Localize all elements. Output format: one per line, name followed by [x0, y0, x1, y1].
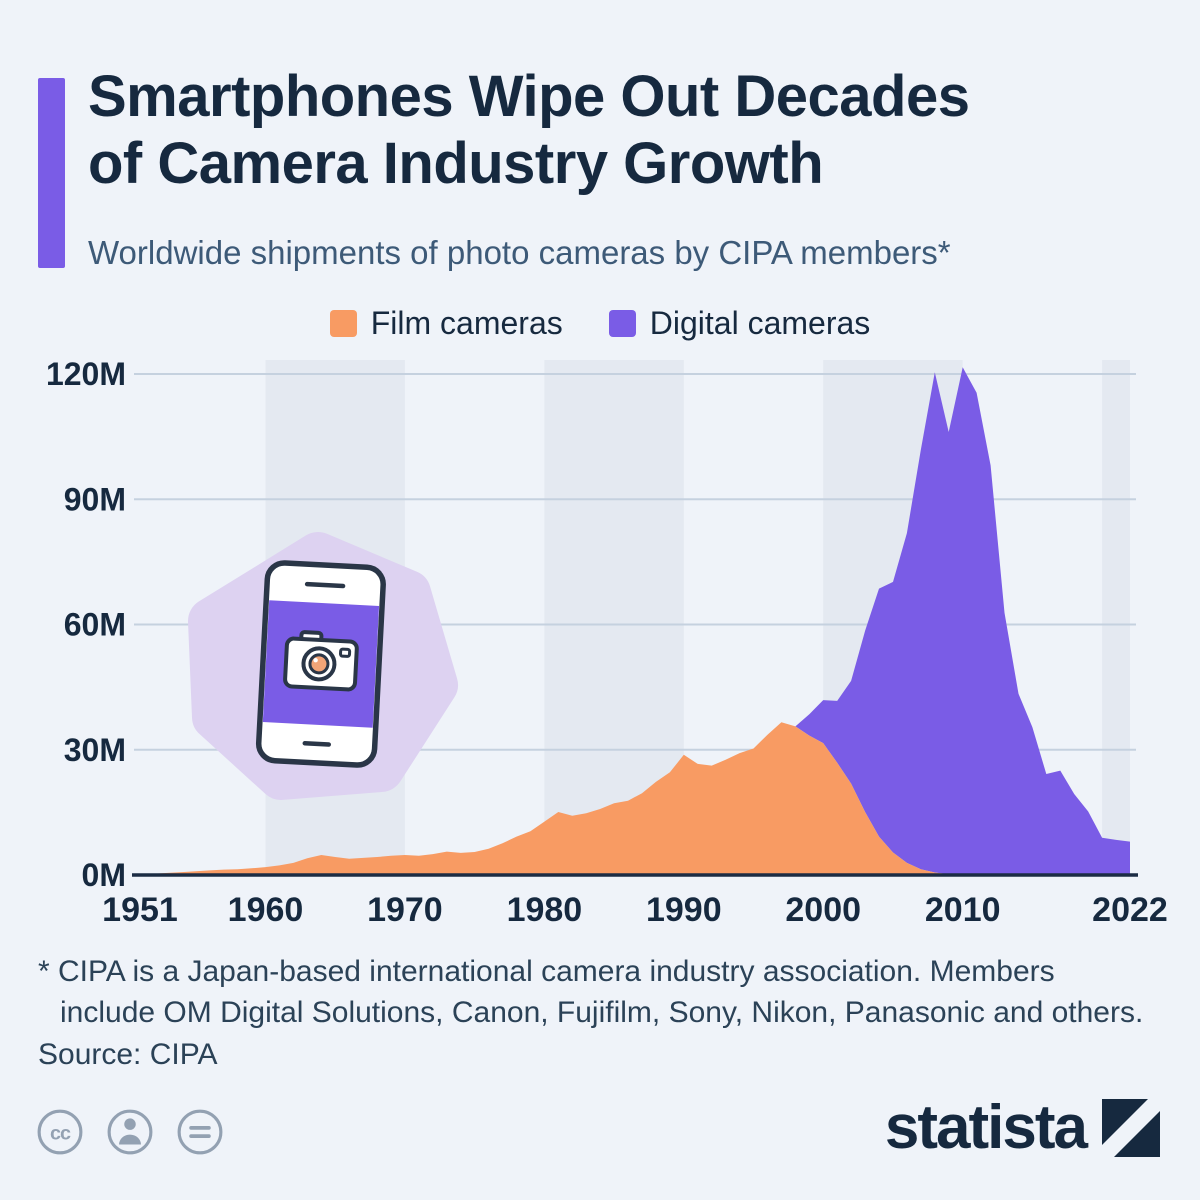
source-note: Source: CIPA — [38, 1038, 218, 1071]
x-axis-tick-label: 2022 — [1092, 891, 1168, 929]
footnote: * CIPA is a Japan-based international ca… — [38, 952, 1143, 1033]
decade-band — [1102, 360, 1130, 875]
smartphone-camera-graphic — [188, 532, 458, 800]
subtitle: Worldwide shipments of photo cameras by … — [88, 234, 951, 271]
y-axis-tick-label: 0M — [82, 857, 126, 893]
title-line-2: of Camera Industry Growth — [88, 130, 824, 196]
x-axis-tick-label: 1970 — [367, 891, 443, 929]
x-axis-tick-label: 1980 — [507, 891, 583, 929]
film-swatch — [329, 310, 357, 337]
chart-area: 0M 30M 60M 90M 120M 1951 1960 1970 1980 1990 2000 2… — [0, 352, 1200, 942]
y-axis-tick-label: 30M — [64, 732, 126, 768]
statista-wordmark: statista — [884, 1093, 1088, 1162]
legend-label-film: Film cameras — [370, 305, 563, 341]
license-icons: cc — [36, 1108, 224, 1156]
footnote-line-2: include OM Digital Solutions, Canon, Fuj… — [60, 995, 1144, 1029]
camera-shipments-stacked-area-chart: 0M 30M 60M 90M 120M 1951 1960 1970 1980 1990 2000 2… — [46, 356, 1168, 929]
page-title: Smartphones Wipe Out Decades of Camera I… — [88, 64, 970, 197]
smartphone-illustration — [183, 525, 463, 815]
x-axis-tick-label: 2000 — [785, 891, 861, 929]
equals-icon — [177, 1109, 223, 1155]
y-axis-tick-label: 60M — [64, 607, 126, 643]
film-cameras-area — [140, 722, 1130, 875]
attribution-person-icon — [107, 1109, 153, 1155]
legend-item-film: Film cameras — [329, 305, 563, 342]
x-axis-tick-label: 2010 — [925, 891, 1001, 929]
statista-logo: statista — [885, 1092, 1160, 1163]
x-axis-tick-label: 1951 — [102, 891, 178, 929]
statista-logo-mark — [1102, 1098, 1160, 1157]
creative-commons-icon: cc — [37, 1109, 83, 1155]
phone-icon — [255, 560, 386, 768]
x-axis-tick-label: 1960 — [228, 891, 304, 929]
svg-text:cc: cc — [50, 1122, 71, 1144]
y-axis-tick-label: 90M — [64, 481, 126, 517]
camera-icon — [283, 630, 359, 692]
title-accent-bar — [38, 78, 65, 268]
legend-item-digital: Digital cameras — [608, 305, 871, 342]
digital-swatch — [608, 310, 636, 337]
footnote-line-1: * CIPA is a Japan-based international ca… — [38, 955, 1055, 988]
chart-legend: Film cameras Digital cameras — [0, 305, 1200, 342]
x-axis-tick-label: 1990 — [646, 891, 722, 929]
title-line-1: Smartphones Wipe Out Decades — [88, 64, 970, 129]
legend-label-digital: Digital cameras — [649, 305, 871, 341]
y-axis-tick-label: 120M — [46, 356, 126, 392]
digital-cameras-area — [140, 367, 1130, 875]
